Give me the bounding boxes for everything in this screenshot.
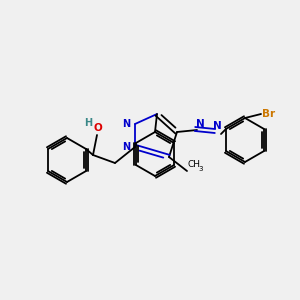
Text: O: O <box>94 123 102 133</box>
Text: H: H <box>84 118 92 128</box>
Text: CH: CH <box>188 160 201 169</box>
Text: 3: 3 <box>198 166 202 172</box>
Text: Br: Br <box>262 109 275 119</box>
Text: N: N <box>196 119 204 129</box>
Text: N: N <box>122 119 130 129</box>
Text: N: N <box>213 121 221 131</box>
Text: N: N <box>122 142 130 152</box>
